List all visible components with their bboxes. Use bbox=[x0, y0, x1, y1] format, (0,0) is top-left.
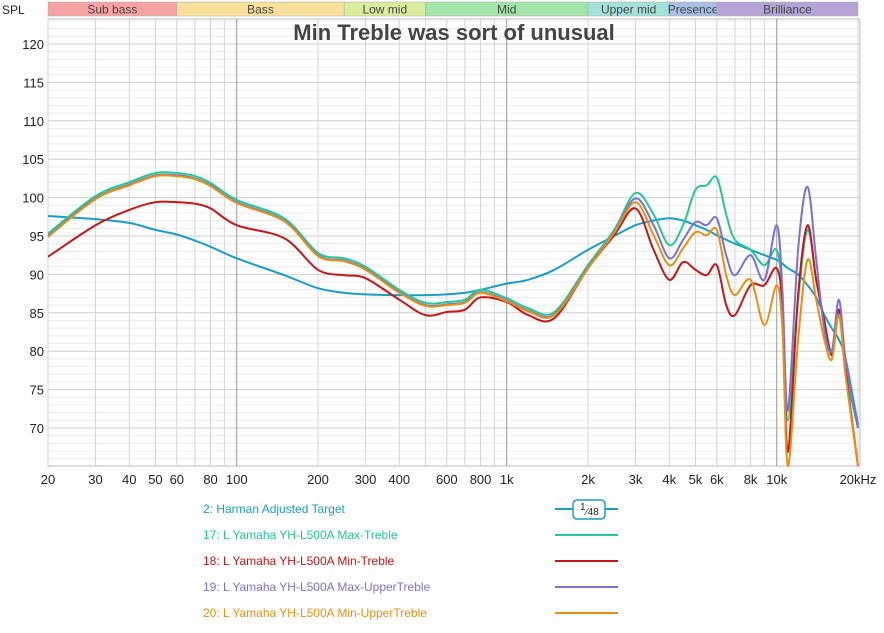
y-axis-ticks: 120 115 110 105 100 95 90 85 80 75 70 bbox=[22, 37, 44, 436]
band-label: Mid bbox=[497, 3, 516, 17]
series-line-5 bbox=[47, 174, 859, 468]
series-line-3 bbox=[47, 200, 859, 467]
y-tick-label: 100 bbox=[22, 191, 44, 206]
y-tick-label: 75 bbox=[30, 383, 44, 398]
y-tick-label: 90 bbox=[30, 267, 44, 282]
x-tick-label: 600 bbox=[436, 472, 458, 487]
band-label: Sub bass bbox=[87, 3, 137, 17]
y-tick-label: 80 bbox=[30, 344, 44, 359]
x-tick-label: 1k bbox=[500, 472, 514, 487]
legend-entry-label: 2: Harman Adjusted Target bbox=[203, 502, 346, 516]
x-tick-label: 400 bbox=[388, 472, 410, 487]
y-tick-label: 85 bbox=[30, 306, 44, 321]
y-tick-label: 70 bbox=[30, 421, 44, 436]
x-tick-label: 80 bbox=[203, 472, 217, 487]
x-tick-label: 10k bbox=[766, 472, 787, 487]
band-label: Bass bbox=[247, 3, 274, 17]
y-tick-label: 120 bbox=[22, 37, 44, 52]
x-tick-label: 300 bbox=[355, 472, 377, 487]
x-tick-label: 8k bbox=[744, 472, 758, 487]
y-tick-label: 105 bbox=[22, 152, 44, 167]
x-tick-label: 6k bbox=[710, 472, 724, 487]
smoothing-numerator: 1 bbox=[580, 502, 586, 513]
x-tick-label: 20kHz bbox=[840, 472, 877, 487]
legend: 2: Harman Adjusted Target 1 ⁄48 17: L Yamah… bbox=[203, 499, 618, 620]
x-tick-label: 800 bbox=[470, 472, 492, 487]
x-tick-label: 3k bbox=[629, 472, 643, 487]
x-axis-ticks: 20 30 40 50 60 80 100 200 300 400 600 800 1k 2k 3k 4k 5k… bbox=[41, 472, 877, 487]
x-tick-label: 20 bbox=[41, 472, 55, 487]
y-tick-label: 115 bbox=[23, 75, 44, 90]
series-lines bbox=[47, 171, 859, 468]
y-tick-label: 110 bbox=[23, 114, 44, 129]
band-label: Low mid bbox=[362, 3, 407, 17]
y-axis-label: SPL bbox=[2, 3, 25, 17]
x-tick-label: 200 bbox=[307, 472, 329, 487]
series-line-1 bbox=[47, 215, 859, 426]
x-tick-label: 40 bbox=[122, 472, 136, 487]
x-tick-label: 60 bbox=[170, 472, 184, 487]
smoothing-slash-denominator: ⁄48 bbox=[583, 507, 599, 518]
legend-entry-label: 19: L Yamaha YH-L500A Max-UpperTreble bbox=[203, 580, 431, 594]
x-tick-label: 30 bbox=[88, 472, 102, 487]
x-tick-label: 100 bbox=[226, 472, 248, 487]
frequency-band-strip: Sub bass Bass Low mid Mid Upper mid Presence B… bbox=[47, 1, 859, 17]
band-label: Presence bbox=[668, 3, 719, 17]
legend-entry-label: 20: L Yamaha YH-L500A Min-UpperTreble bbox=[203, 606, 427, 620]
band-label: Upper mid bbox=[601, 3, 656, 17]
band-brilliance bbox=[716, 1, 859, 17]
legend-entry-label: 18: L Yamaha YH-L500A Min-Treble bbox=[203, 554, 395, 568]
x-tick-label: 50 bbox=[148, 472, 162, 487]
y-tick-label: 95 bbox=[30, 229, 44, 244]
legend-entry-label: 17: L Yamaha YH-L500A Max-Treble bbox=[203, 528, 398, 542]
x-tick-label: 2k bbox=[581, 472, 595, 487]
grid bbox=[47, 19, 860, 466]
plot-area bbox=[47, 18, 861, 467]
x-tick-label: 4k bbox=[662, 472, 676, 487]
band-label: Brilliance bbox=[763, 3, 812, 17]
smoothing-badge bbox=[572, 499, 606, 520]
chart-title: Min Treble was sort of unusual bbox=[293, 20, 615, 45]
x-tick-label: 5k bbox=[689, 472, 703, 487]
